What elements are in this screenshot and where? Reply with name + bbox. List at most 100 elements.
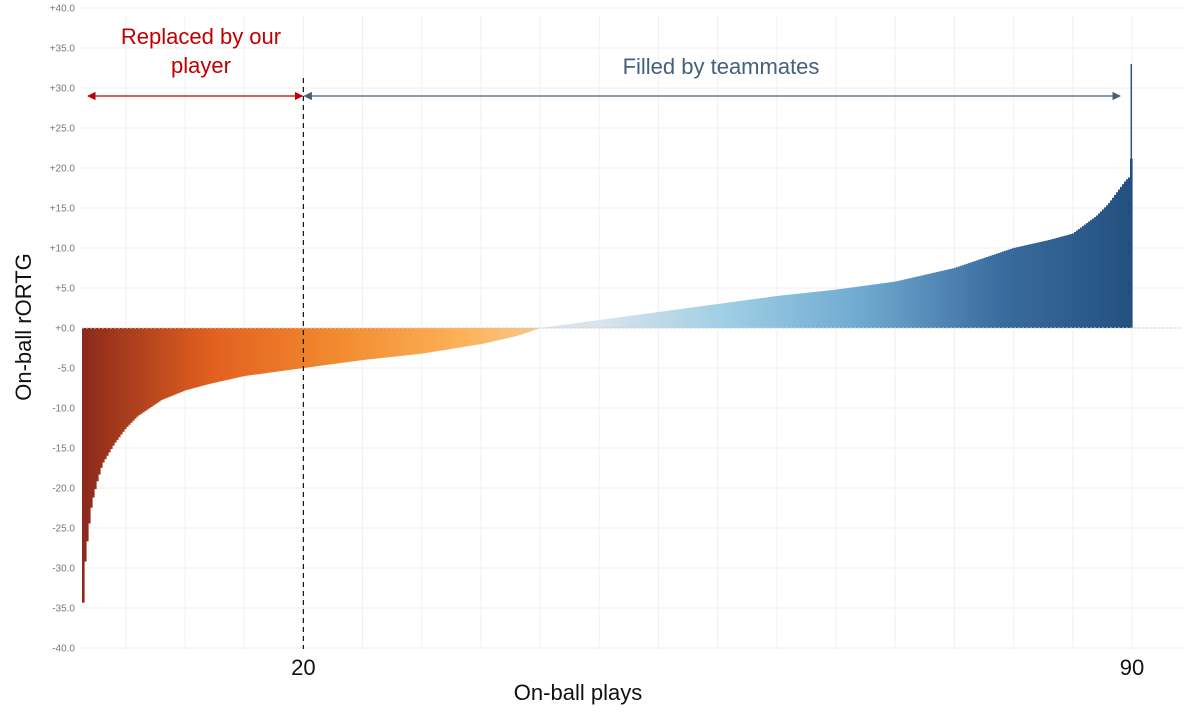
bar	[690, 307, 693, 328]
bar	[238, 328, 241, 378]
bar	[940, 271, 943, 328]
bar	[880, 283, 883, 328]
bar	[938, 271, 941, 328]
bar	[850, 287, 853, 328]
bar	[936, 272, 939, 328]
bar	[770, 296, 773, 328]
bar	[492, 328, 495, 342]
bar	[710, 304, 713, 328]
bar	[742, 300, 745, 328]
bar	[808, 292, 811, 328]
bar	[172, 328, 175, 396]
bar	[516, 328, 519, 336]
bar	[244, 328, 247, 376]
bar	[636, 314, 639, 328]
bar	[972, 261, 975, 328]
bar	[686, 308, 689, 328]
bar	[410, 328, 413, 355]
bar	[964, 264, 967, 328]
bar	[514, 328, 517, 337]
bar	[1108, 203, 1111, 328]
bar	[114, 328, 117, 443]
bar	[490, 328, 493, 342]
bar	[984, 257, 987, 328]
bar	[432, 328, 435, 352]
bar	[856, 286, 859, 328]
bar	[408, 328, 411, 355]
bar	[146, 328, 149, 410]
bar	[642, 314, 645, 328]
bar	[374, 328, 377, 359]
bar	[1128, 177, 1131, 328]
bar	[600, 319, 603, 328]
bar	[296, 328, 299, 369]
y-tick-label: -20.0	[52, 484, 75, 495]
bar	[204, 328, 207, 385]
bar	[676, 309, 679, 328]
bar	[176, 328, 179, 394]
bar	[1098, 213, 1101, 328]
bar	[618, 317, 621, 328]
bar	[576, 323, 579, 328]
bar	[218, 328, 221, 382]
bar	[664, 311, 667, 328]
bar	[672, 310, 675, 328]
bar	[606, 318, 609, 328]
bar	[1034, 243, 1037, 328]
bar	[394, 328, 397, 357]
bar	[786, 294, 789, 328]
bar	[990, 255, 993, 328]
bar	[136, 328, 139, 417]
bar	[806, 292, 809, 328]
bar	[206, 328, 209, 385]
bar	[1058, 237, 1061, 328]
bar	[266, 328, 269, 373]
bar	[760, 298, 763, 328]
bar	[574, 323, 577, 328]
bar	[400, 328, 403, 356]
bar	[754, 298, 757, 328]
bar	[848, 287, 851, 328]
bar	[660, 311, 663, 328]
bar	[912, 277, 915, 328]
bar	[520, 328, 523, 335]
bar	[832, 289, 835, 328]
bar	[782, 295, 785, 328]
bar	[970, 262, 973, 328]
bar	[828, 290, 831, 328]
bar	[382, 328, 385, 358]
bar	[82, 328, 85, 603]
bar	[1042, 241, 1045, 328]
bar	[902, 279, 905, 328]
bar	[122, 328, 125, 432]
bar	[1090, 220, 1093, 328]
bar	[256, 328, 259, 375]
bar	[202, 328, 205, 386]
bar	[386, 328, 389, 358]
bar	[194, 328, 197, 388]
bar	[352, 328, 355, 362]
bar	[130, 328, 133, 423]
bar	[494, 328, 497, 341]
bar	[254, 328, 257, 375]
bar	[232, 328, 235, 379]
bar	[590, 321, 593, 328]
bar	[1016, 247, 1019, 328]
bar	[318, 328, 321, 366]
bar	[448, 328, 451, 350]
bar	[946, 269, 949, 328]
bar	[794, 294, 797, 328]
bar	[716, 304, 719, 328]
bar	[168, 328, 171, 397]
bar	[878, 283, 881, 328]
bar	[598, 320, 601, 328]
bar	[708, 305, 711, 328]
bar	[178, 328, 181, 393]
bar	[322, 328, 325, 366]
bar	[344, 328, 347, 363]
bar	[868, 285, 871, 328]
bar	[360, 328, 363, 361]
bar	[876, 284, 879, 328]
bar	[860, 286, 863, 328]
bar	[982, 258, 985, 328]
